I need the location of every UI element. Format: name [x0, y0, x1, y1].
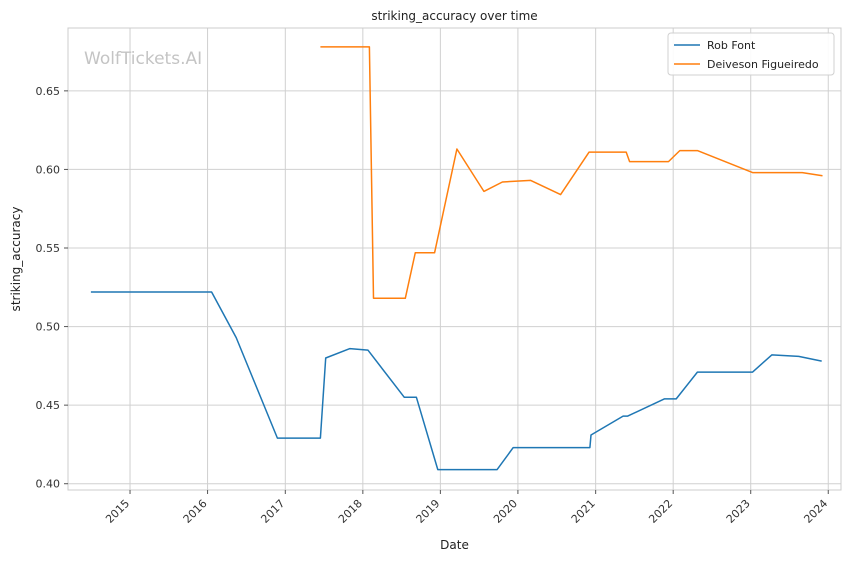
legend-label-deiveson-figueiredo: Deiveson Figueiredo [707, 58, 819, 71]
y-tick-label: 0.65 [36, 85, 61, 98]
series-layer [90, 46, 823, 471]
legend-box [667, 32, 835, 76]
y-tick-label: 0.50 [36, 321, 61, 334]
plot-frame [67, 27, 842, 491]
series-line-deiveson-figueiredo [320, 46, 823, 300]
legend-label-rob-font: Rob Font [707, 39, 756, 52]
y-axis-ticks: 0.40 0.45 0.50 0.55 0.60 0.65 [36, 85, 68, 491]
y-axis-title: striking_accuracy [9, 207, 23, 312]
y-tick-label: 0.45 [36, 399, 61, 412]
chart-title: striking_accuracy over time [371, 9, 537, 23]
y-tick-label: 0.60 [36, 163, 61, 176]
legend: Rob Font Deiveson Figueiredo [667, 32, 835, 76]
series-line-rob-font [90, 291, 822, 471]
y-tick-label: 0.55 [36, 242, 61, 255]
x-axis-title: Date [440, 538, 469, 552]
watermark: WolfTickets.AI [84, 49, 202, 69]
grid [68, 28, 841, 490]
y-tick-label: 0.40 [36, 478, 61, 491]
